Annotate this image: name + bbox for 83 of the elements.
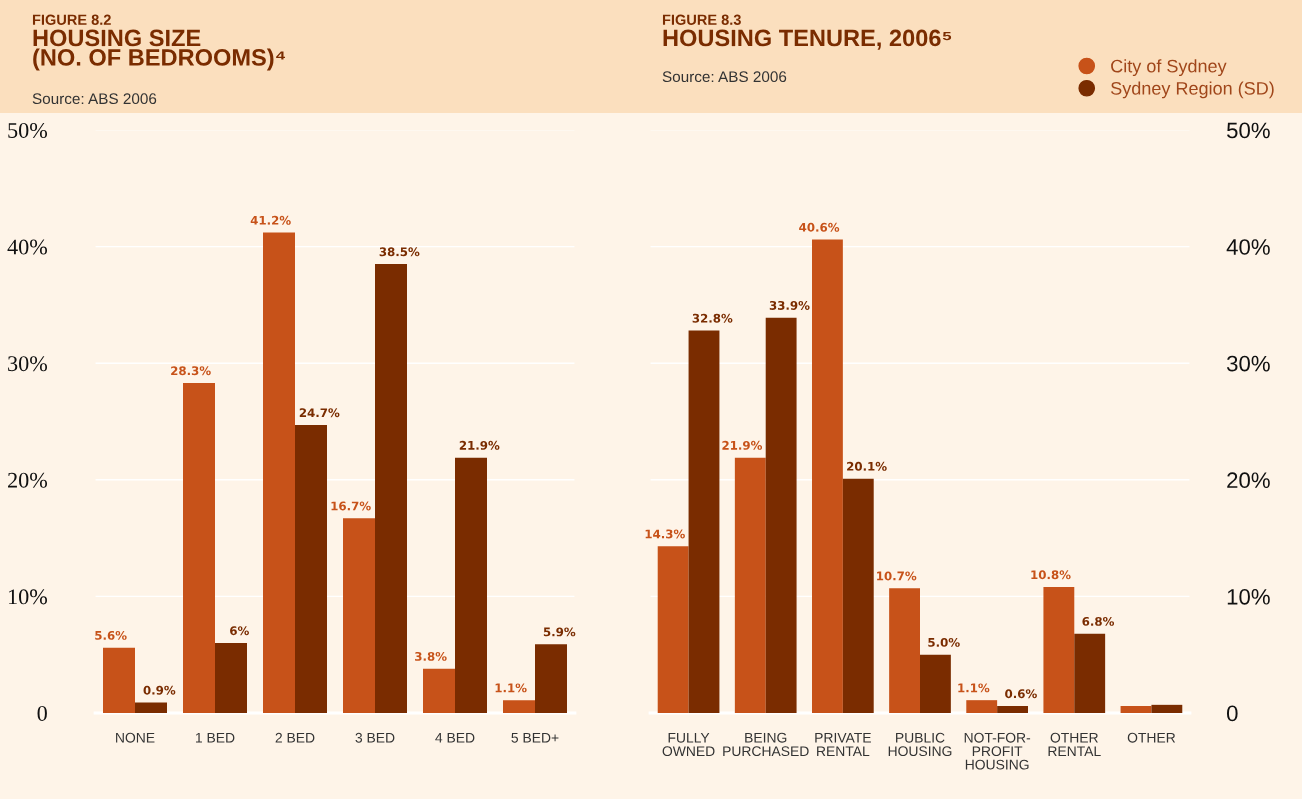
data-label: 16.7% <box>331 501 371 511</box>
bar <box>966 700 998 713</box>
bar <box>842 478 874 713</box>
bar <box>343 518 375 713</box>
chart-title: HOUSING SIZE (NO. OF BEDROOMS)⁴ <box>33 29 286 71</box>
y-tick-label: 40% <box>1226 239 1270 255</box>
x-tick-label: PUBLIC HOUSING <box>888 732 952 757</box>
data-label: 21.9% <box>459 440 500 450</box>
data-label: 6% <box>230 626 249 636</box>
y-tick-label: 20% <box>1227 472 1270 489</box>
data-label: 0.6% <box>1005 689 1037 699</box>
bar <box>997 706 1028 713</box>
x-tick-label: NOT-FOR- PROFIT HOUSING <box>964 732 1031 770</box>
bar <box>183 383 215 713</box>
bar <box>765 317 797 713</box>
bar <box>263 232 295 713</box>
data-label: 33.9% <box>769 300 810 310</box>
bar <box>375 264 407 713</box>
x-tick-label: OTHER <box>1127 732 1176 743</box>
data-label: 5.6% <box>95 630 127 640</box>
bar <box>812 239 843 713</box>
y-tick-label: 20% <box>8 472 48 488</box>
y-tick-label: 40% <box>7 239 48 255</box>
x-tick-label: 1 BED <box>195 732 235 743</box>
bar <box>1151 704 1183 713</box>
caption: FIGURE 8.2 <box>32 14 111 25</box>
data-label: 5.0% <box>928 637 960 647</box>
y-tick-label: 0 <box>37 705 47 721</box>
data-label: 41.2% <box>250 215 291 225</box>
x-tick-label: BEING PURCHASED <box>723 732 809 757</box>
bar <box>423 668 455 713</box>
x-tick-label: NONE <box>116 732 155 743</box>
bar <box>135 702 167 713</box>
y-tick-label: 50% <box>1227 122 1270 139</box>
x-tick-label: 3 BED <box>355 732 395 743</box>
data-label: 14.3% <box>645 529 685 539</box>
caption: FIGURE 8.3 <box>662 14 741 25</box>
data-label: 32.8% <box>692 313 733 323</box>
y-tick-label: 30% <box>8 356 48 372</box>
source-note: Source: ABS 2006 <box>662 71 787 83</box>
x-tick-label: PRIVATE RENTAL <box>815 732 871 756</box>
data-label: 6.8% <box>1082 616 1115 626</box>
bar <box>1120 706 1152 713</box>
bar <box>103 647 135 713</box>
data-label: 10.7% <box>877 571 917 581</box>
bar <box>657 546 689 713</box>
data-label: 1.1% <box>495 683 527 693</box>
bar <box>295 425 327 713</box>
x-tick-label: OTHER RENTAL <box>1048 732 1101 756</box>
data-label: 10.8% <box>1031 570 1071 580</box>
data-label: 5.9% <box>543 627 576 637</box>
bar <box>734 457 766 713</box>
legend-label: Sydney Region (SD) <box>1111 81 1274 99</box>
bar <box>503 700 535 713</box>
data-label: 21.9% <box>722 440 763 450</box>
y-tick-label: 0 <box>1226 705 1238 722</box>
x-tick-label: 4 BED <box>435 732 475 743</box>
x-tick-label: 5 BED+ <box>511 732 559 743</box>
source-note: Source: ABS 2006 <box>32 93 157 105</box>
legend-label: City of Sydney <box>1111 59 1227 77</box>
data-label: 3.8% <box>415 651 447 661</box>
chart-title: HOUSING TENURE, 2006⁵ <box>663 29 952 50</box>
data-label: 28.3% <box>171 366 211 376</box>
x-tick-label: 2 BED <box>275 732 315 743</box>
data-label: 24.7% <box>299 408 340 418</box>
bar <box>535 644 567 713</box>
bar <box>215 643 247 713</box>
bar <box>1074 633 1106 713</box>
y-tick-label: 50% <box>8 122 48 138</box>
bar <box>920 654 951 713</box>
bar <box>455 457 487 713</box>
y-tick-label: 30% <box>1226 355 1270 372</box>
data-label: 38.5% <box>379 247 420 257</box>
y-tick-label: 10% <box>1227 588 1270 605</box>
bar <box>889 588 920 713</box>
data-label: 1.1% <box>958 683 990 693</box>
data-label: 20.1% <box>847 461 887 471</box>
x-tick-label: FULLY OWNED <box>662 732 715 757</box>
y-tick-label: 10% <box>9 589 48 605</box>
data-label: 40.6% <box>799 222 840 232</box>
bar <box>688 330 720 713</box>
bar <box>1043 587 1075 713</box>
data-label: 0.9% <box>143 685 176 695</box>
